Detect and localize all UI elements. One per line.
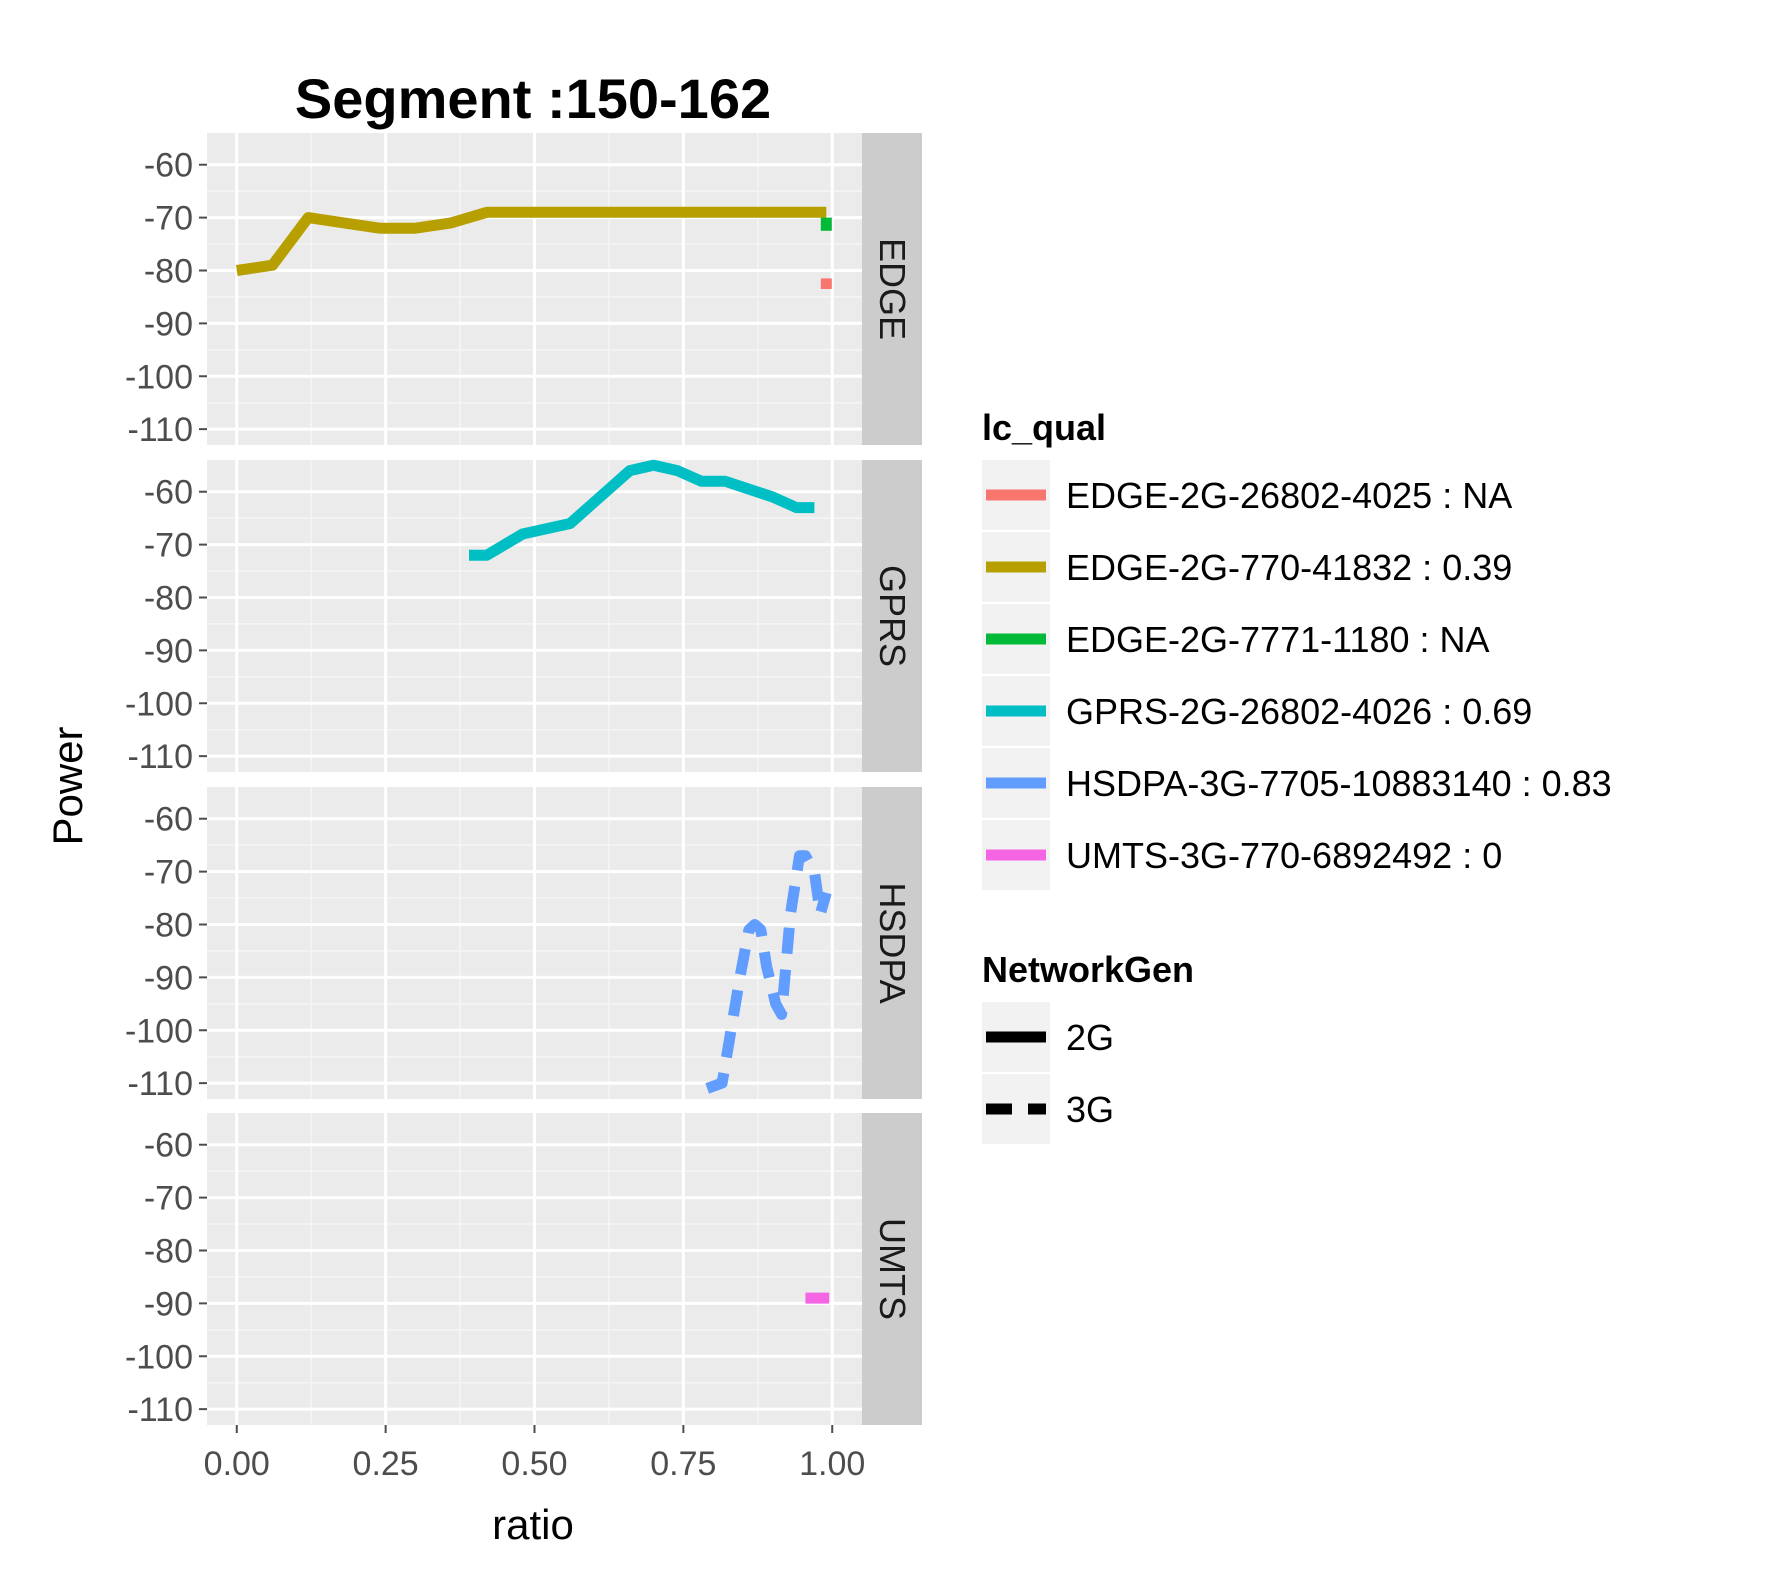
legend-entry: GPRS-2G-26802-4026 : 0.69 <box>982 676 1532 746</box>
facet-strip-label: EDGE <box>872 238 913 340</box>
y-tick-label: -60 <box>144 1127 193 1165</box>
facet-strip-label: HSDPA <box>872 882 913 1003</box>
x-tick-label: 0.00 <box>204 1445 270 1483</box>
y-tick-label: -100 <box>125 685 193 723</box>
facet-strip <box>862 1113 922 1425</box>
y-tick-label: -70 <box>144 1180 193 1218</box>
y-tick-label: -110 <box>127 411 193 449</box>
x-tick-label: 0.50 <box>501 1445 567 1483</box>
legend-label: EDGE-2G-26802-4025 : NA <box>1066 475 1512 516</box>
legend-lc-qual: lc_qual EDGE-2G-26802-4025 : NA EDGE-2G-77… <box>982 407 1612 890</box>
x-axis-title: ratio <box>492 1501 574 1548</box>
y-tick-label: -60 <box>144 147 193 185</box>
y-tick-label: -60 <box>144 801 193 839</box>
legend-label: 2G <box>1066 1017 1114 1058</box>
legend-label: HSDPA-3G-7705-10883140 : 0.83 <box>1066 763 1612 804</box>
facet-panel-hsdpa: -60 -70 -80 -90 -100 -110 HSDPA <box>125 787 922 1103</box>
chart-title: Segment :150-162 <box>295 67 771 130</box>
y-tick-label: -90 <box>144 959 193 997</box>
y-tick-label: -80 <box>144 252 193 290</box>
legend-entry: UMTS-3G-770-6892492 : 0 <box>982 820 1502 890</box>
y-tick-label: -90 <box>144 1285 193 1323</box>
facet-panel-edge: -60 -70 -80 -90 -100 -110 EDGE <box>125 133 922 449</box>
facet-strip <box>862 787 922 1099</box>
legend-label: UMTS-3G-770-6892492 : 0 <box>1066 835 1502 876</box>
y-tick-label: -90 <box>144 632 193 670</box>
legend-label: EDGE-2G-770-41832 : 0.39 <box>1066 547 1512 588</box>
y-tick-label: -90 <box>144 305 193 343</box>
legends: lc_qual EDGE-2G-26802-4025 : NA EDGE-2G-77… <box>982 407 1612 1144</box>
y-tick-label: -100 <box>125 358 193 396</box>
x-tick-label: 0.25 <box>353 1445 419 1483</box>
facet-panel-gprs: -60 -70 -80 -90 -100 -110 GPRS <box>125 459 922 776</box>
legend-entry: HSDPA-3G-7705-10883140 : 0.83 <box>982 748 1612 818</box>
y-tick-label: -80 <box>144 579 193 617</box>
legend-entry: EDGE-2G-7771-1180 : NA <box>982 604 1490 674</box>
series-line <box>235 206 827 276</box>
y-tick-label: -70 <box>144 854 193 892</box>
x-axis: 0.00 0.25 0.50 0.75 1.00 <box>204 1425 865 1483</box>
facet-strip-label: GPRS <box>872 565 913 667</box>
series-line <box>705 850 832 1094</box>
legend-networkgen: NetworkGen 2G 3G <box>982 949 1194 1144</box>
legend-label: 3G <box>1066 1089 1114 1130</box>
y-tick-label: -110 <box>127 738 193 776</box>
y-tick-label: -100 <box>125 1338 193 1376</box>
y-tick-label: -70 <box>144 200 193 238</box>
y-axis-title: Power <box>44 726 91 845</box>
legend-label: EDGE-2G-7771-1180 : NA <box>1066 619 1490 660</box>
facet-strip <box>862 460 922 772</box>
series-line <box>469 459 815 561</box>
y-tick-label: -110 <box>127 1391 193 1429</box>
legend-entry: EDGE-2G-26802-4025 : NA <box>982 460 1512 530</box>
legend-title: NetworkGen <box>982 949 1194 990</box>
x-tick-label: 1.00 <box>799 1445 865 1483</box>
y-tick-label: -80 <box>144 906 193 944</box>
y-tick-label: -110 <box>127 1065 193 1103</box>
y-tick-label: -70 <box>144 527 193 565</box>
legend-entry: EDGE-2G-770-41832 : 0.39 <box>982 532 1512 602</box>
y-tick-label: -60 <box>144 474 193 512</box>
y-tick-label: -100 <box>125 1012 193 1050</box>
legend-label: GPRS-2G-26802-4026 : 0.69 <box>1066 691 1532 732</box>
facet-panel-umts: -60 -70 -80 -90 -100 -110 UMTS <box>125 1113 922 1429</box>
legend-entry: 3G <box>982 1074 1114 1144</box>
x-tick-label: 0.75 <box>650 1445 716 1483</box>
facet-panels: -60 -70 -80 -90 -100 -110 EDGE -60 -70 -80 -90 -100… <box>125 133 922 1429</box>
legend-title: lc_qual <box>982 407 1106 448</box>
facet-strip <box>862 133 922 445</box>
legend-entry: 2G <box>982 1002 1114 1072</box>
y-tick-label: -80 <box>144 1232 193 1270</box>
facet-strip-label: UMTS <box>872 1218 913 1320</box>
